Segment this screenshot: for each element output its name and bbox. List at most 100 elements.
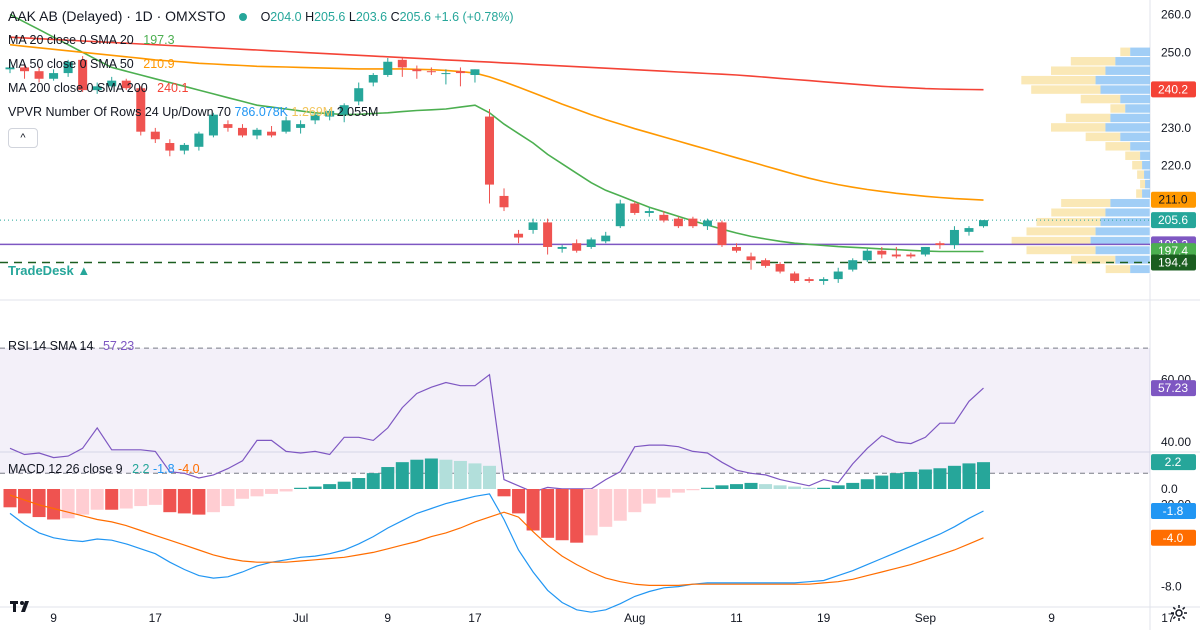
- candle: [717, 220, 727, 247]
- candle: [790, 271, 800, 283]
- price-badge: [1151, 212, 1196, 229]
- candle-body: [49, 73, 59, 79]
- candle-body: [267, 131, 277, 136]
- time-tick-label: 17: [149, 611, 163, 625]
- legend-macd[interactable]: MACD 12 26 close 9 2.2 -1.8 -4.0: [8, 462, 200, 476]
- macd-histogram-bar: [192, 489, 206, 515]
- vpvr-row-down: [1132, 160, 1143, 170]
- candle-body: [412, 69, 422, 72]
- vpvr-row-up: [1144, 170, 1150, 179]
- macd-histogram-bar: [584, 489, 598, 536]
- ohlc-c-value: 205.6: [399, 10, 431, 24]
- vpvr-row-down: [1080, 94, 1121, 104]
- candle: [237, 124, 247, 138]
- ohlc-change: +1.6 (+0.78%): [434, 10, 514, 24]
- legend-ma20[interactable]: MA 20 close 0 SMA 20 197.3: [8, 33, 175, 47]
- vpvr-row-down: [1021, 75, 1096, 85]
- candle: [194, 131, 204, 151]
- macd-histogram-bar: [119, 489, 133, 509]
- macd-histogram-bar: [744, 482, 758, 489]
- macd-histogram-bar: [613, 489, 627, 521]
- candle: [819, 277, 829, 285]
- candle-body: [848, 260, 858, 270]
- ohlc-h-value: 205.6: [314, 10, 346, 24]
- ma50-value: 210.9: [143, 57, 175, 71]
- candle-body: [790, 273, 800, 281]
- tradingview-logo[interactable]: [8, 596, 38, 618]
- candle-body: [121, 80, 131, 89]
- candle-body: [702, 220, 712, 227]
- macd-histogram-bar: [337, 481, 351, 489]
- macd-badge: [1151, 529, 1196, 546]
- vpvr-row-down: [1140, 179, 1146, 189]
- vpvr-down-value: 1.269M: [291, 105, 334, 119]
- vpvr-row-down: [1070, 57, 1116, 66]
- candle-body: [979, 220, 989, 227]
- vpvr-row-outline: [1026, 245, 1151, 255]
- candle: [615, 199, 625, 229]
- vpvr-row-up: [1095, 227, 1150, 236]
- macd-histogram-bar: [962, 463, 976, 489]
- vpvr-row-up: [1110, 113, 1150, 123]
- legend-vpvr[interactable]: VPVR Number Of Rows 24 Up/Down 70 786.07…: [8, 105, 378, 119]
- market-status-dot: [239, 13, 248, 22]
- price-badge-label: 211.0: [1158, 193, 1187, 207]
- macd-histogram-bar: [395, 462, 409, 489]
- candle-body: [688, 218, 698, 227]
- macd-histogram-bar: [831, 485, 845, 489]
- price-badge-label: 194.4: [1158, 255, 1188, 269]
- candle-body: [601, 235, 611, 242]
- macd-histogram-bar: [134, 489, 148, 507]
- candle: [63, 59, 73, 77]
- candle: [49, 69, 59, 81]
- candle-body: [179, 144, 189, 151]
- vpvr-label: VPVR Number Of Rows 24 Up/Down 70: [8, 105, 232, 119]
- ohlc-l-label: L: [348, 10, 356, 24]
- vpvr-row-outline: [1105, 264, 1151, 274]
- vpvr-row-down: [1137, 170, 1145, 179]
- candle-body: [281, 120, 291, 132]
- ma200-label: MA 200 close 0 SMA 200: [8, 81, 148, 95]
- legend-rsi[interactable]: RSI 14 SMA 14 57.23: [8, 339, 134, 353]
- symbol-title[interactable]: AAK AB (Delayed) · 1D · OMXSTO: [8, 8, 226, 24]
- macd-histogram-bar: [570, 489, 584, 543]
- vpvr-row-up: [1110, 198, 1150, 208]
- candle: [121, 78, 131, 91]
- macd-histogram-bar: [918, 469, 932, 489]
- macd-histogram-bar: [541, 489, 555, 538]
- legend-ma200[interactable]: MA 200 close 0 SMA 200 240.1: [8, 81, 188, 95]
- candle: [470, 69, 480, 83]
- candle: [92, 82, 102, 94]
- time-tick-label: 9: [50, 611, 57, 625]
- rsi-line: [9, 373, 984, 493]
- candle: [862, 248, 872, 263]
- candle: [543, 218, 553, 255]
- time-tick-label: Aug: [624, 611, 645, 625]
- macd-histogram-bar: [526, 489, 540, 531]
- macd-histogram-bar: [817, 487, 831, 489]
- candle: [775, 262, 785, 274]
- candle: [397, 57, 407, 77]
- macd-histogram-bar: [657, 489, 671, 498]
- candle: [165, 139, 175, 157]
- vpvr-row-down: [1031, 85, 1101, 94]
- ma20-label: MA 20 close 0 SMA 20: [8, 33, 134, 47]
- macd-histogram-bar: [308, 486, 322, 489]
- candle: [484, 109, 494, 204]
- vpvr-row-up: [1105, 123, 1150, 132]
- legend-ma50[interactable]: MA 50 close 0 SMA 50 210.9: [8, 57, 175, 71]
- legend-collapse-button[interactable]: ^: [8, 128, 38, 148]
- candle-body: [746, 256, 756, 261]
- vpvr-row-up: [1140, 151, 1150, 160]
- candle-body: [906, 254, 916, 257]
- tradedesk-button[interactable]: TradeDesk ▲: [8, 263, 91, 278]
- candle-body: [775, 263, 785, 272]
- candle: [223, 120, 233, 132]
- candle: [673, 216, 683, 229]
- ma50-label: MA 50 close 0 SMA 50: [8, 57, 134, 71]
- candle-body: [586, 239, 596, 247]
- macd-histogram-bar: [468, 463, 482, 489]
- settings-gear-icon[interactable]: [1170, 604, 1188, 627]
- candle: [325, 109, 335, 121]
